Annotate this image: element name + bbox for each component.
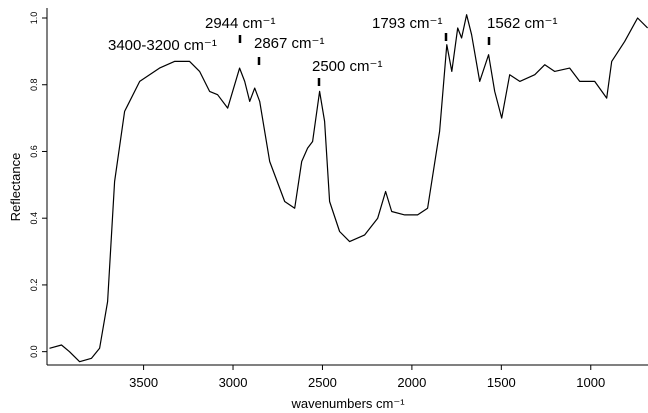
spectrum-line: [49, 14, 648, 363]
y-tick-label: 1.0: [29, 12, 39, 25]
annotation: 3400-3200 cm⁻¹: [108, 37, 217, 54]
x-tick-label: 1000: [576, 375, 605, 390]
y-tick-label: 0.2: [29, 279, 39, 292]
x-tick-label: 2500: [308, 375, 337, 390]
x-tick-label: 3000: [219, 375, 248, 390]
annotation: 2500 cm⁻¹: [312, 58, 382, 75]
annotations: 3400-3200 cm⁻¹ 2944 cm⁻¹ 2867 cm⁻¹ 2500 …: [108, 15, 557, 86]
x-tick-label: 3500: [129, 375, 158, 390]
y-tick-label: 0.8: [29, 78, 39, 91]
x-tick-label: 1500: [487, 375, 516, 390]
x-tick-label: 2000: [397, 375, 426, 390]
annotation: 1562 cm⁻¹: [487, 15, 557, 32]
x-axis-label: wavenumbers cm⁻¹: [290, 396, 405, 411]
y-tick-label: 0.0: [29, 345, 39, 358]
annotation: 2944 cm⁻¹: [205, 15, 275, 32]
annotation: 1793 cm⁻¹: [372, 15, 442, 32]
y-tick-label: 0.6: [29, 145, 39, 158]
annotation: 2867 cm⁻¹: [254, 35, 324, 52]
y-axis-label: Reflectance: [8, 153, 23, 222]
y-tick-label: 0.4: [29, 212, 39, 225]
